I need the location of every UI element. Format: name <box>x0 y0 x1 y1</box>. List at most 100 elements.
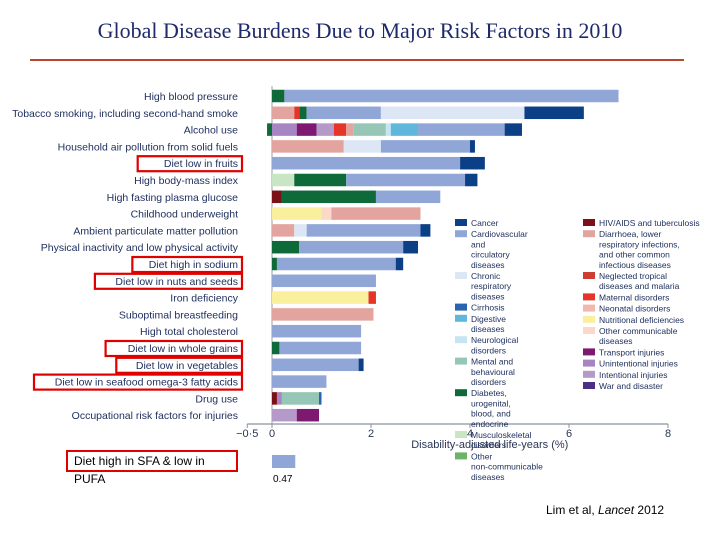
legend-swatch-musculoskeletal-disorders <box>455 431 467 438</box>
legend-label-other-non-communicable-diseases-line2: diseases <box>471 472 505 482</box>
x-tick-label-2: 2 <box>368 428 374 440</box>
bar-segment-suboptimal-breastfeeding-0 <box>272 308 374 321</box>
legend-swatch-unintentional-injuries <box>583 359 595 367</box>
bar-segment-high-fasting-plasma-glucose-2 <box>375 190 441 204</box>
bar-segment-drug-use-2 <box>281 392 320 405</box>
legend-label-diarrhoea-lower-respiratory-infections-and-other-common-infectious-diseases-line3: infectious diseases <box>599 260 671 270</box>
highlight-box-diet-high-in-sodium <box>131 255 244 274</box>
highlight-box-diet-low-in-seafood-omega-3-fatty-acids <box>32 373 244 391</box>
legend-label-cardiovascular-and-circulatory-diseases-line1: and <box>471 239 485 249</box>
bar-segment-alcohol-use-3 <box>316 123 334 136</box>
bar-segment-alcohol-use-9 <box>418 123 505 136</box>
bar-segment-drug-use-3 <box>319 392 322 405</box>
legend-label-diarrhoea-lower-respiratory-infections-and-other-common-infectious-diseases-line1: respiratory infections, <box>599 239 680 249</box>
bar-segment-high-blood-pressure-0 <box>272 89 285 103</box>
bar-segment-alcohol-use-4 <box>333 123 347 136</box>
bar-segment-physical-inactivity-and-low-physical-activity-2 <box>403 240 419 254</box>
bar-segment-household-air-pollution-from-solid-fuels-3 <box>470 140 475 153</box>
legend-swatch-hiv-aids-and-tuberculosis <box>583 219 595 226</box>
bar-segment-alcohol-use-1 <box>272 123 297 136</box>
legend-label-chronic-respiratory-diseases-line2: diseases <box>471 291 505 301</box>
legend-label-digestive-diseases-line1: diseases <box>471 324 505 334</box>
legend-label-diabetes-urogenital-blood-and-endocrine-line1: urogenital, <box>471 398 511 408</box>
legend-label-unintentional-injuries: Unintentional injuries <box>599 359 678 369</box>
bar-segment-alcohol-use-8 <box>390 123 419 136</box>
legend-swatch-intentional-injuries <box>583 370 595 378</box>
bar-segment-household-air-pollution-from-solid-fuels-0 <box>272 140 344 153</box>
legend-swatch-cirrhosis <box>455 303 467 311</box>
bar-segment-high-body-mass-index-0 <box>272 173 295 187</box>
category-label-diet-low-in-fruits: Diet low in fruits <box>164 158 238 170</box>
bar-segment-alcohol-use-2 <box>296 123 317 136</box>
bar-segment-diet-high-in-sodium-1 <box>276 257 396 271</box>
legend-swatch-chronic-respiratory-diseases <box>455 272 467 279</box>
legend-label-intentional-injuries: Intentional injuries <box>599 370 668 380</box>
legend-label-chronic-respiratory-diseases: Chronic <box>471 271 501 281</box>
legend-label-neurological-disorders-line1: disorders <box>471 345 506 355</box>
bar-segment-ambient-particulate-matter-pollution-2 <box>306 224 421 237</box>
highlight-box-diet-low-in-fruits <box>136 155 244 173</box>
bar-segment-diet-low-in-vegetables-1 <box>358 358 364 372</box>
bar-segment-ambient-particulate-matter-pollution-0 <box>272 224 295 237</box>
bar-segment-diet-low-in-whole-grains-1 <box>279 341 362 355</box>
bar-segment-high-fasting-plasma-glucose-0 <box>272 190 282 204</box>
bar-segment-household-air-pollution-from-solid-fuels-1 <box>343 140 381 153</box>
legend-label-other-communicable-diseases-line1: diseases <box>599 336 633 346</box>
legend-swatch-neurological-disorders <box>455 336 467 344</box>
category-label-high-body-mass-index: High body-mass index <box>134 175 239 187</box>
category-label-high-total-cholesterol: High total cholesterol <box>140 326 238 338</box>
legend-label-mental-and-behavioural-disorders-line1: behavioural <box>471 367 515 377</box>
legend-label-chronic-respiratory-diseases-line1: respiratory <box>471 281 512 291</box>
highlight-box-diet-low-in-whole-grains <box>104 339 244 358</box>
legend-label-mental-and-behavioural-disorders-line2: disorders <box>471 377 506 387</box>
category-label-high-blood-pressure: High blood pressure <box>144 91 238 103</box>
bar-segment-occupational-risk-factors-for-injuries-1 <box>296 408 320 422</box>
bar-segment-tobacco-smoking-including-second-hand-smoke-2 <box>299 106 307 120</box>
bar-segment-high-body-mass-index-1 <box>294 173 347 187</box>
legend-label-other-non-communicable-diseases: Other <box>471 451 492 461</box>
category-label-high-fasting-plasma-glucose: High fasting plasma glucose <box>107 192 238 204</box>
bar-segment-diet-high-in-sodium-2 <box>395 257 404 271</box>
legend-label-cardiovascular-and-circulatory-diseases-line3: diseases <box>471 260 505 270</box>
bar-segment-household-air-pollution-from-solid-fuels-2 <box>380 140 470 153</box>
category-label-alcohol-use: Alcohol use <box>184 125 238 137</box>
bar-segment-diet-low-in-seafood-omega-3-fatty-acids-0 <box>272 375 327 388</box>
legend-label-neglected-tropical-diseases-and-malaria: Neglected tropical <box>599 271 667 281</box>
page-title: Global Disease Burdens Due to Major Risk… <box>97 18 623 43</box>
legend-label-mental-and-behavioural-disorders: Mental and <box>471 357 513 367</box>
bar-segment-alcohol-use-6 <box>353 123 386 136</box>
sfa-pufa-bar <box>272 455 296 468</box>
bar-segment-diet-low-in-whole-grains-0 <box>272 341 280 355</box>
bar-segment-occupational-risk-factors-for-injuries-0 <box>272 408 297 422</box>
legend-label-maternal-disorders: Maternal disorders <box>599 292 669 302</box>
legend-label-diabetes-urogenital-blood-and-endocrine-line2: blood, and <box>471 409 511 419</box>
bar-segment-childhood-underweight-1 <box>321 207 332 220</box>
legend-label-nutritional-deficiencies: Nutritional deficiencies <box>599 315 684 325</box>
legend-swatch-cardiovascular-and-circulatory-diseases <box>455 230 467 238</box>
bar-segment-drug-use-0 <box>272 392 277 405</box>
bar-segment-high-body-mass-index-2 <box>346 173 466 187</box>
legend-label-cancer: Cancer <box>471 218 499 228</box>
bar-segment-diet-low-in-nuts-and-seeds-0 <box>272 274 376 288</box>
legend-label-transport-injuries: Transport injuries <box>599 347 664 357</box>
legend-label-neglected-tropical-diseases-and-malaria-line1: diseases and malaria <box>599 281 680 291</box>
bar-segment-alcohol-use-5 <box>346 123 354 136</box>
bar-segment-childhood-underweight-2 <box>331 207 421 220</box>
legend-label-other-non-communicable-diseases-line1: non-communicable <box>471 462 543 472</box>
legend-label-neurological-disorders: Neurological <box>471 335 518 345</box>
legend-swatch-neglected-tropical-diseases-and-malaria <box>583 272 595 279</box>
x-axis-title: Disability-adjusted life-years (%) <box>411 439 568 451</box>
category-label-drug-use: Drug use <box>195 393 238 405</box>
bar-segment-iron-deficiency-1 <box>368 291 376 304</box>
x-tick-label-0: 0 <box>269 428 275 440</box>
category-label-diet-low-in-vegetables: Diet low in vegetables <box>136 360 238 372</box>
bar-segment-high-fasting-plasma-glucose-1 <box>281 190 376 204</box>
sfa-pufa-value: 0.47 <box>273 474 293 485</box>
citation-authors: Lim et al, <box>546 503 599 517</box>
legend-label-other-communicable-diseases: Other communicable <box>599 326 678 336</box>
bar-segment-iron-deficiency-0 <box>272 291 369 304</box>
legend-label-musculoskeletal-disorders: Musculoskeletal <box>471 430 532 440</box>
category-label-occupational-risk-factors-for-injuries: Occupational risk factors for injuries <box>72 410 238 422</box>
bar-segment-ambient-particulate-matter-pollution-1 <box>294 224 307 237</box>
